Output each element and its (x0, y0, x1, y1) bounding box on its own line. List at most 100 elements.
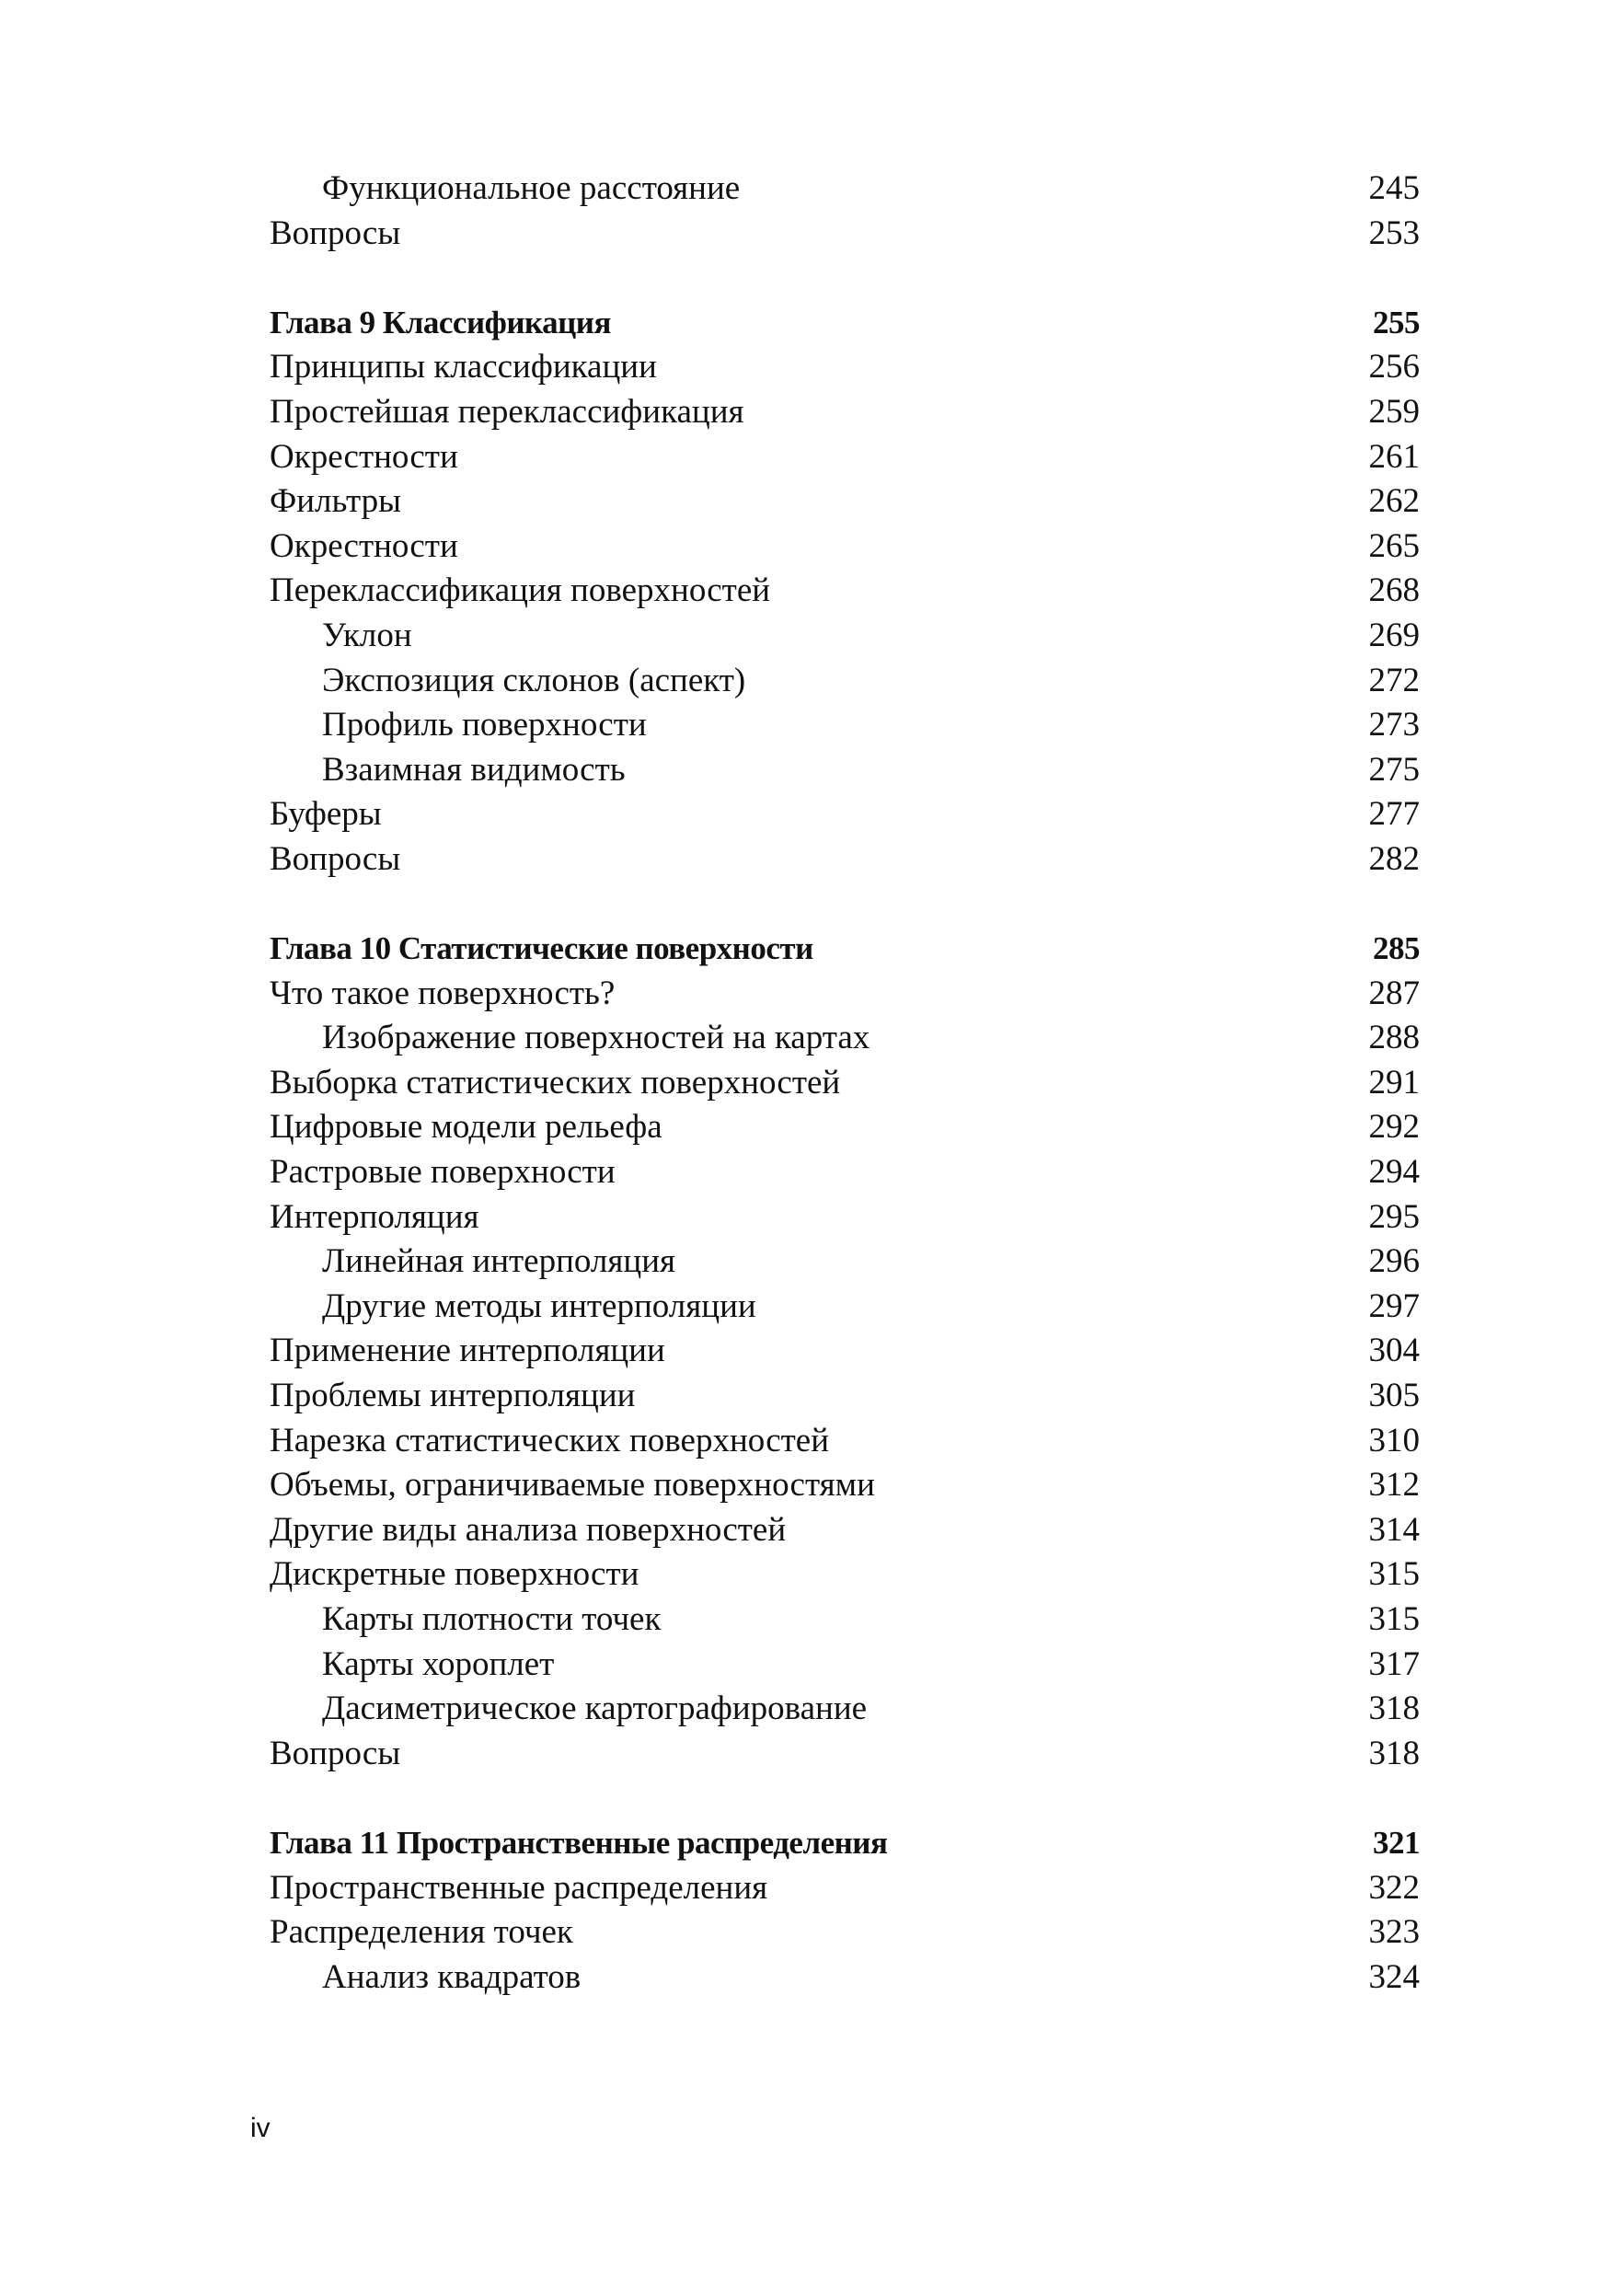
entry-page: 253 (1368, 213, 1421, 252)
entry-title: Объемы, ограничиваемые поверхностями (270, 1466, 875, 1505)
entry-title: Взаимная видимость (322, 750, 626, 789)
toc-entry: Другие виды анализа поверхностей 314 (270, 1508, 1420, 1553)
toc-entry: Анализ квадратов 324 (270, 1955, 1420, 2001)
entry-title: Карты плотности точек (322, 1600, 662, 1638)
entry-page: 324 (1368, 1957, 1421, 1996)
toc-entry: Выборка статистических поверхностей 291 (270, 1061, 1420, 1106)
toc-entry: Переклассификация поверхностей 268 (270, 569, 1420, 614)
entry-title: Профиль поверхности (322, 706, 647, 744)
entry-page: 285 (1373, 930, 1421, 967)
entry-title: Вопросы (270, 839, 401, 878)
entry-page: 318 (1368, 1734, 1421, 1772)
toc-entry: Буферы 277 (270, 792, 1420, 837)
entry-title: Окрестности (270, 437, 458, 476)
entry-title: Фильтры (270, 482, 401, 521)
entry-page: 312 (1368, 1466, 1421, 1505)
entry-title: Распределения точек (270, 1913, 573, 1952)
toc-entry: Принципы классификации 256 (270, 345, 1420, 390)
entry-page: 297 (1368, 1286, 1421, 1325)
chapter-entry: Глава 11 Пространственные распределения 3… (270, 1821, 1421, 1866)
entry-page: 292 (1368, 1108, 1421, 1147)
entry-page: 321 (1373, 1824, 1421, 1861)
toc-entry: Нарезка статистических поверхностей 310 (270, 1419, 1420, 1464)
entry-page: 277 (1368, 795, 1421, 834)
entry-title: Глава 11 Пространственные распределения (270, 1824, 888, 1861)
entry-page: 282 (1368, 839, 1421, 878)
entry-page: 261 (1368, 437, 1421, 476)
entry-page: 305 (1368, 1377, 1421, 1415)
entry-title: Интерполяция (270, 1197, 479, 1236)
entry-page: 318 (1368, 1690, 1421, 1728)
toc-entry: Применение интерполяции 304 (270, 1329, 1420, 1374)
entry-title: Уклон (322, 616, 412, 654)
toc-entry: Распределения точек 323 (270, 1910, 1420, 1955)
entry-title: Дискретные поверхности (270, 1555, 639, 1594)
toc-entry: Вопросы 253 (270, 212, 1420, 257)
entry-title: Анализ квадратов (322, 1957, 582, 1996)
entry-page: 245 (1368, 169, 1421, 207)
entry-title: Выборка статистических поверхностей (270, 1063, 841, 1102)
toc-entry: Карты хороплет 317 (270, 1643, 1420, 1688)
toc-entry: Уклон 269 (270, 614, 1420, 659)
toc-entry: Экспозиция склонов (аспект) 272 (270, 659, 1420, 704)
toc-entry: Проблемы интерполяции 305 (270, 1374, 1420, 1419)
entry-page: 256 (1368, 348, 1421, 386)
entry-title: Пространственные распределения (270, 1868, 768, 1907)
entry-page: 322 (1368, 1868, 1421, 1907)
toc-entry: Пространственные распределения 322 (270, 1866, 1420, 1911)
section-gap (270, 256, 1420, 301)
entry-title: Карты хороплет (322, 1644, 555, 1683)
entry-page: 288 (1368, 1019, 1421, 1057)
entry-title: Применение интерполяции (270, 1332, 665, 1370)
chapter-entry: Глава 9 Классификация 255 (270, 301, 1421, 346)
chapter-entry: Глава 10 Статистические поверхности 285 (270, 927, 1421, 972)
toc-entry: Дискретные поверхности 315 (270, 1552, 1420, 1598)
entry-title: Дасиметрическое картографирование (322, 1690, 868, 1728)
entry-title: Принципы классификации (270, 348, 657, 386)
page-number: iv (250, 2113, 271, 2143)
entry-title: Что такое поверхность? (270, 974, 616, 1012)
toc-entry: Профиль поверхности 273 (270, 703, 1420, 748)
toc-entry: Линейная интерполяция 296 (270, 1240, 1420, 1285)
toc-entry: Другие методы интерполяции 297 (270, 1285, 1420, 1330)
entry-title: Другие методы интерполяции (322, 1286, 756, 1325)
toc-entry: Карты плотности точек 315 (270, 1598, 1420, 1643)
entry-page: 268 (1368, 571, 1421, 610)
entry-page: 317 (1368, 1644, 1421, 1683)
entry-page: 304 (1368, 1332, 1421, 1370)
toc-entry: Что такое поверхность? 287 (270, 972, 1420, 1017)
section-gap (270, 1776, 1420, 1821)
entry-page: 315 (1368, 1555, 1421, 1594)
entry-page: 287 (1368, 974, 1421, 1012)
toc-entry: Фильтры 262 (270, 479, 1420, 525)
entry-page: 262 (1368, 482, 1421, 521)
entry-title: Глава 10 Статистические поверхности (270, 930, 813, 967)
entry-title: Вопросы (270, 213, 401, 252)
entry-page: 265 (1368, 526, 1421, 565)
toc-entry: Вопросы 282 (270, 837, 1420, 882)
entry-title: Простейшая переклассификация (270, 392, 744, 431)
toc-entry: Растровые поверхности 294 (270, 1150, 1420, 1195)
entry-page: 259 (1368, 392, 1421, 431)
toc-entry: Дасиметрическое картографирование 318 (270, 1687, 1420, 1732)
toc-entry: Цифровые модели рельефа 292 (270, 1105, 1420, 1150)
entry-page: 323 (1368, 1913, 1421, 1952)
entry-page: 314 (1368, 1510, 1421, 1549)
table-of-contents: Функциональное расстояние 245 Вопросы 253 Гл… (270, 167, 1421, 2001)
entry-title: Переклассификация поверхностей (270, 571, 771, 610)
section-gap (270, 882, 1420, 928)
entry-page: 315 (1368, 1600, 1421, 1638)
toc-entry: Функциональное расстояние 245 (270, 167, 1420, 212)
entry-page: 269 (1368, 616, 1421, 654)
toc-entry: Взаимная видимость 275 (270, 748, 1420, 793)
toc-entry: Объемы, ограничиваемые поверхностями 312 (270, 1463, 1420, 1508)
entry-title: Другие виды анализа поверхностей (270, 1510, 787, 1549)
entry-title: Функциональное расстояние (322, 169, 741, 207)
toc-entry: Простейшая переклассификация 259 (270, 390, 1420, 435)
entry-title: Линейная интерполяция (322, 1242, 676, 1281)
entry-page: 291 (1368, 1063, 1421, 1102)
entry-title: Окрестности (270, 526, 458, 565)
entry-title: Экспозиция склонов (аспект) (322, 661, 746, 699)
entry-page: 295 (1368, 1197, 1421, 1236)
toc-entry: Окрестности 261 (270, 435, 1420, 480)
